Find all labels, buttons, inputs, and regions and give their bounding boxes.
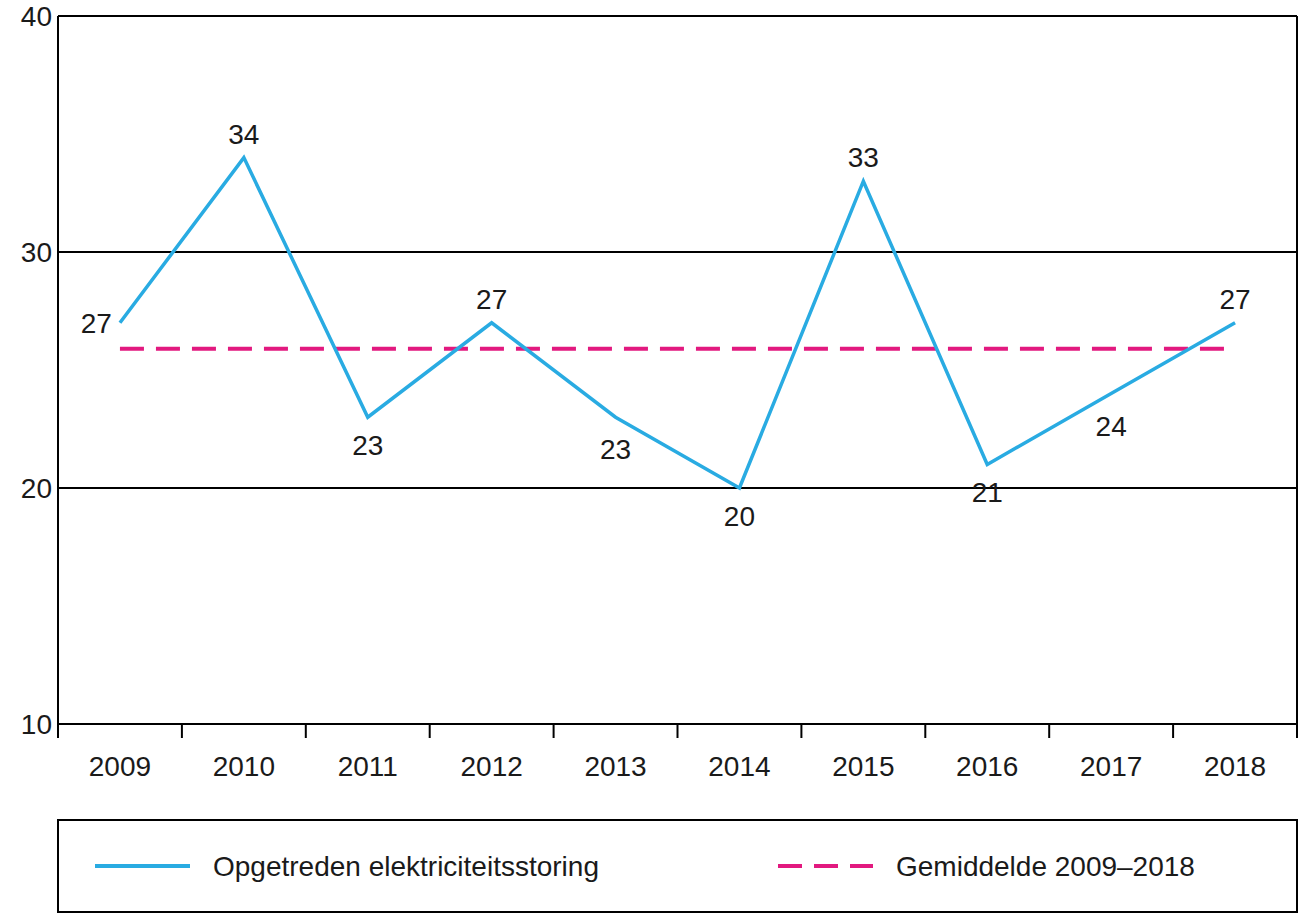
y-tick-label: 10: [21, 709, 52, 740]
y-tick-label: 30: [21, 237, 52, 268]
data-labels: 27 34 23 27 23 20 33 21 24 27: [81, 119, 1251, 532]
x-tick-label: 2010: [213, 751, 275, 782]
x-tick: [677, 724, 679, 738]
legend-label: Gemiddelde 2009–2018: [896, 851, 1195, 882]
data-label: 20: [724, 501, 755, 532]
chart-svg: 10 20 30 40 2009 2010 2011 2012 2013 2014 2015 2016…: [0, 0, 1300, 916]
data-label: 27: [81, 308, 112, 339]
x-tick-label: 2011: [338, 751, 398, 782]
x-tick: [429, 724, 431, 738]
x-tick-label: 2009: [89, 751, 151, 782]
data-label: 33: [848, 142, 879, 173]
data-label: 27: [1219, 284, 1250, 315]
x-tick: [800, 724, 802, 738]
x-tick-label: 2014: [708, 751, 770, 782]
x-tick: [1296, 724, 1298, 738]
grid-line: [58, 251, 1297, 253]
data-label: 23: [352, 430, 383, 461]
x-tick: [553, 724, 555, 738]
legend: Opgetreden elektriciteitsstoring Gemiddel…: [58, 820, 1297, 912]
x-tick-label: 2015: [832, 751, 894, 782]
frame-right: [1296, 16, 1298, 724]
data-label: 23: [600, 434, 631, 465]
y-tick-label: 40: [21, 1, 52, 32]
legend-box: [58, 820, 1297, 912]
x-tick: [57, 724, 59, 738]
x-tick: [924, 724, 926, 738]
series-line: [120, 347, 1235, 351]
legend-swatch: [778, 864, 873, 868]
grid-line: [58, 15, 1297, 17]
legend-swatch: [95, 864, 190, 868]
legend-label: Opgetreden elektriciteitsstoring: [213, 851, 599, 882]
x-tick: [1172, 724, 1174, 738]
series-line: [120, 158, 1235, 488]
x-tick: [305, 724, 307, 738]
data-label: 34: [228, 119, 259, 150]
x-tick: [1048, 724, 1050, 738]
x-tick-label: 2018: [1204, 751, 1266, 782]
x-tick-label: 2016: [956, 751, 1018, 782]
x-tick-label: 2017: [1080, 751, 1142, 782]
data-label: 24: [1096, 411, 1127, 442]
frame-top: [58, 15, 1297, 17]
grid-line: [58, 487, 1297, 489]
x-tick-label: 2012: [461, 751, 523, 782]
y-tick-label: 20: [21, 473, 52, 504]
plot-area: [120, 158, 1235, 488]
x-tick-label: 2013: [584, 751, 646, 782]
data-label: 27: [476, 284, 507, 315]
data-label: 21: [972, 477, 1003, 508]
chart-container: 10 20 30 40 2009 2010 2011 2012 2013 2014 2015 2016…: [0, 0, 1300, 916]
y-axis: [57, 16, 59, 724]
x-tick: [181, 724, 183, 738]
